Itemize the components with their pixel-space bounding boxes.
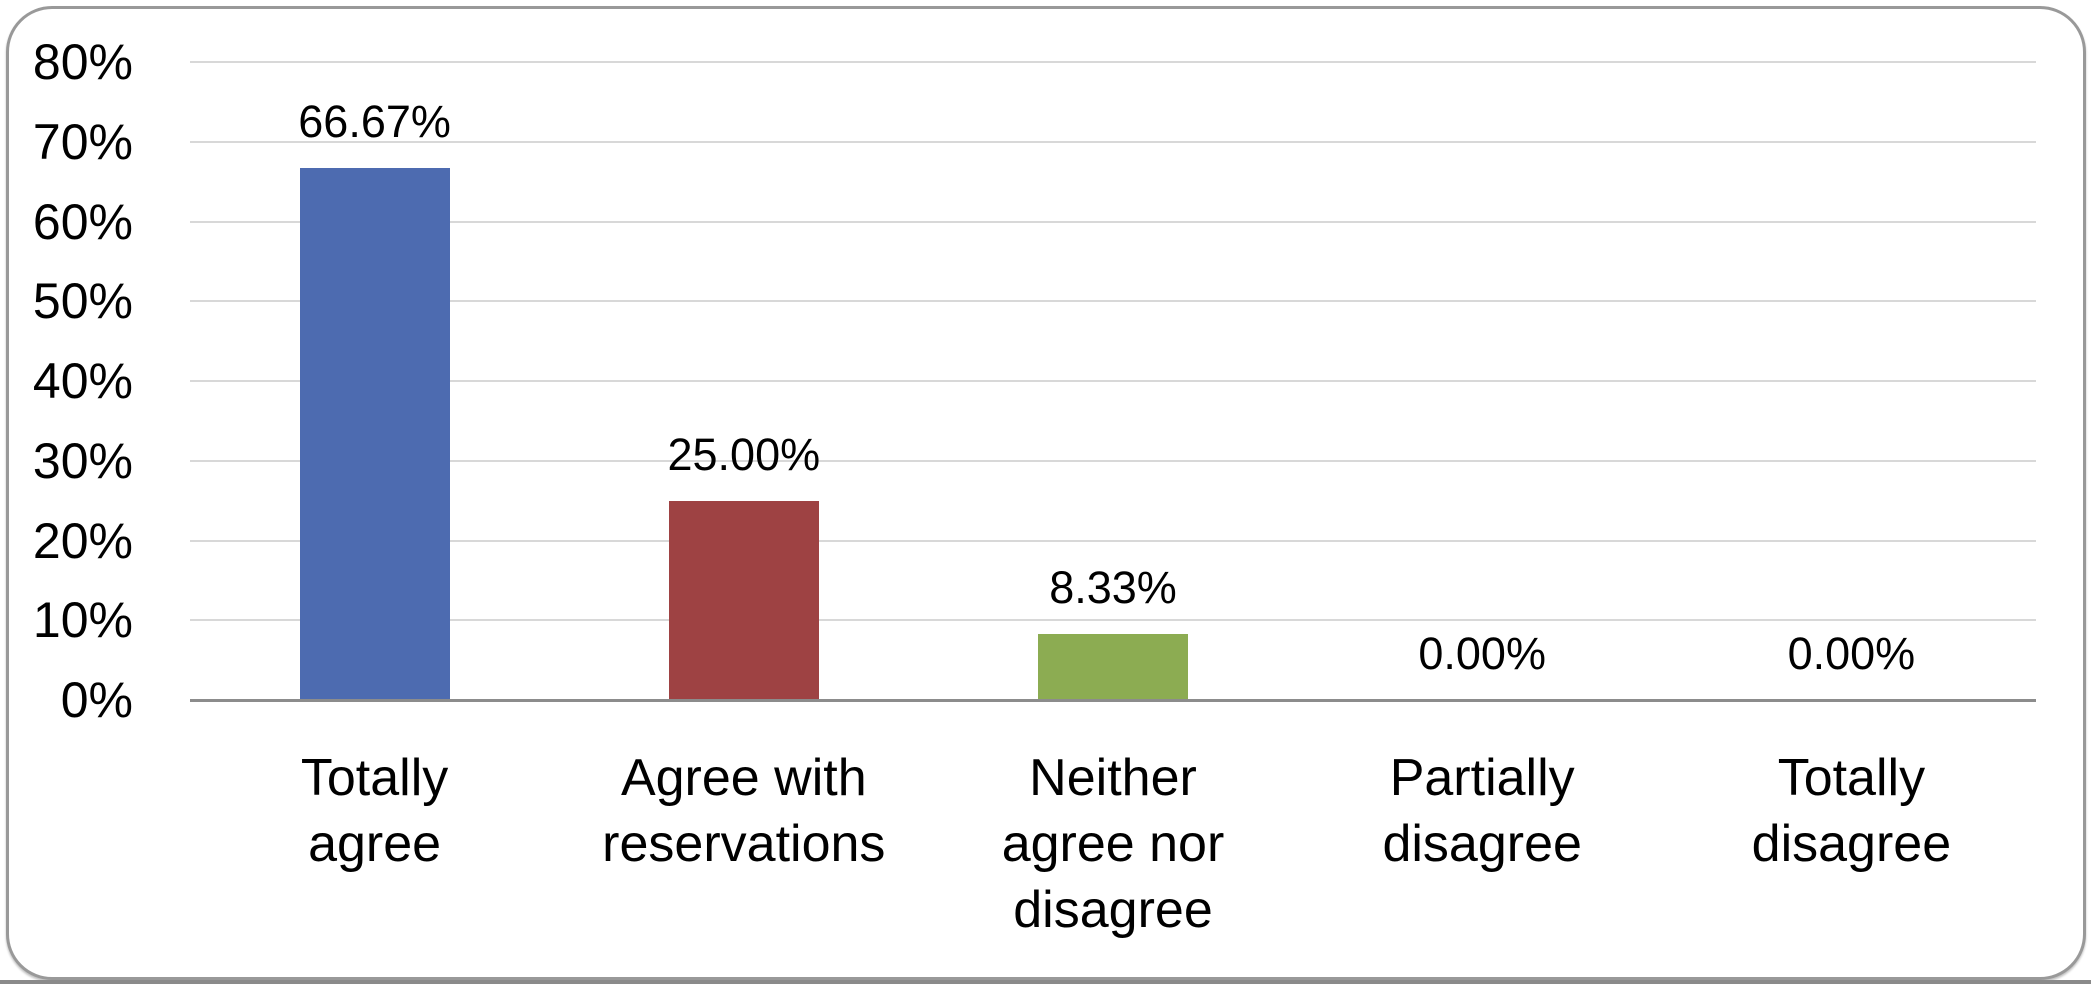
x-category-label-line: Agree with [620,749,867,807]
bar-0 [299,168,450,700]
bar-data-label-2: 8.33% [1049,561,1177,613]
x-category-label-line: disagree [1013,881,1213,939]
x-category-label-line: Neither [1029,749,1197,807]
x-category-label-4: Totally disagree [1666,745,2036,877]
gridline-40 [190,380,2036,382]
x-category-label-line: agree nor [1001,815,1225,873]
x-category-label-2: Neither agree nor disagree [928,745,1298,943]
x-category-label-line: agree [308,815,442,873]
x-category-label-line: Totally [1777,749,1926,807]
bar-2 [1038,633,1188,700]
y-tick-label-30: 30% [32,432,133,489]
y-tick-label-80: 80% [32,34,133,90]
x-category-label-line: disagree [1382,815,1582,873]
bar-data-label-4: 0.00% [1787,628,1916,679]
x-category-label-3: Partially disagree [1297,745,1667,877]
bar-1 [668,500,819,700]
gridline-20 [190,539,2036,542]
x-category-label-line: Partially [1389,749,1575,807]
bar-data-label-3: 0.00% [1418,628,1546,679]
x-category-label-line: reservations [602,815,886,873]
x-category-label-line: disagree [1751,815,1952,873]
x-category-label-0: Totally agree [190,745,560,877]
y-tick-label-0: 0% [60,672,133,728]
bar-data-label-0: 66.67% [298,96,451,148]
y-tick-label-50: 50% [32,273,133,330]
gridline-60 [190,220,2036,223]
x-axis-line [190,699,2036,702]
y-tick-label-20: 20% [32,512,133,569]
y-tick-label-70: 70% [32,113,133,170]
y-tick-label-40: 40% [32,353,133,409]
gridline-10 [190,619,2036,622]
gridline-80 [190,61,2036,63]
bar-data-label-1: 25.00% [667,428,821,480]
y-tick-label-60: 60% [32,193,133,250]
y-tick-label-10: 10% [32,592,133,649]
bottom-rule [0,980,2091,984]
x-category-label-1: Agree with reservations [559,745,929,877]
gridline-50 [190,300,2036,303]
gridline-30 [190,459,2036,462]
gridline-70 [190,140,2036,143]
x-category-label-line: Totally [300,749,449,807]
